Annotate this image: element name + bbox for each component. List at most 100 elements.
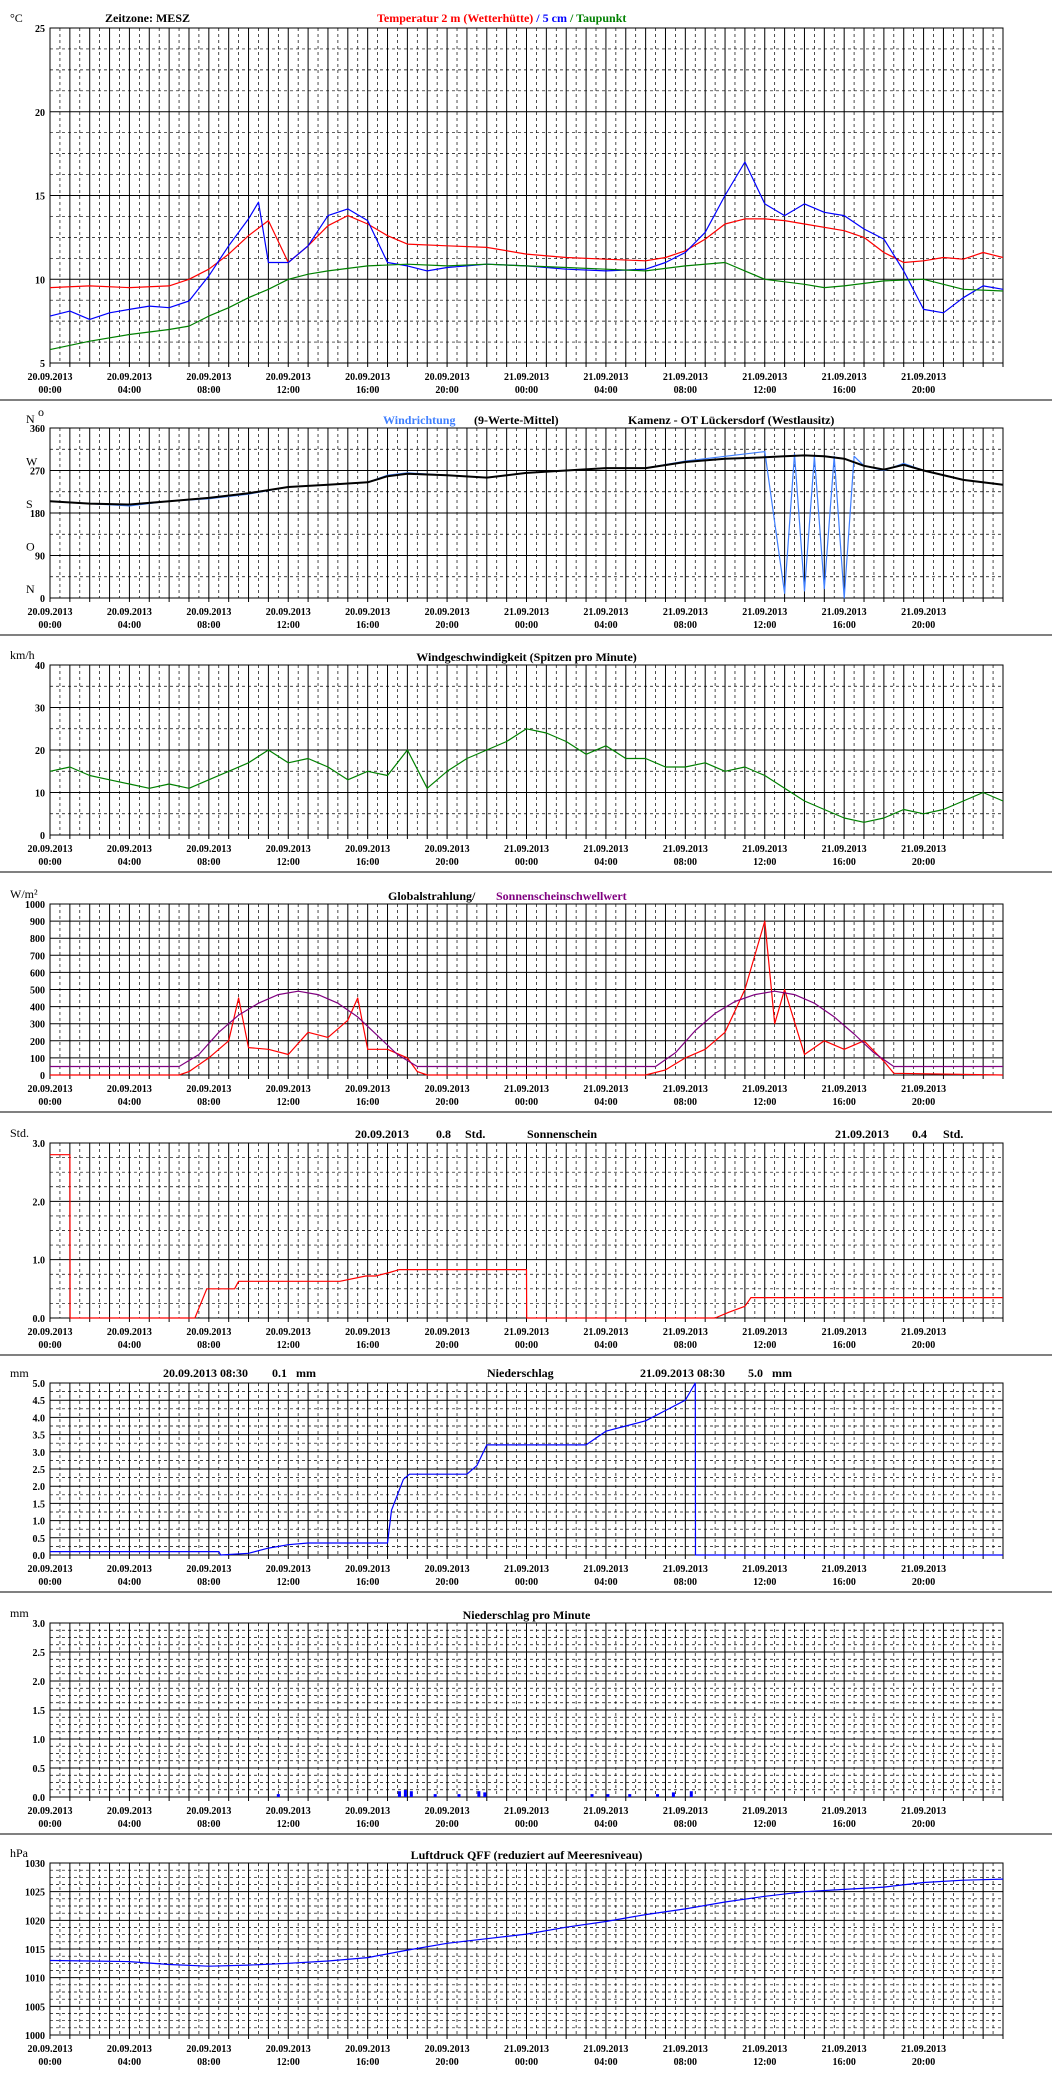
x-tick-date: 21.09.2013	[504, 1806, 549, 1817]
compass-letter: N	[26, 582, 35, 596]
x-tick-time: 12:00	[277, 1577, 300, 1588]
x-tick-time: 12:00	[753, 385, 776, 396]
x-tick-time: 04:00	[594, 2057, 617, 2068]
x-tick-time: 16:00	[832, 857, 855, 868]
x-tick-date: 20.09.2013	[107, 1084, 152, 1095]
precip-bar	[590, 1794, 594, 1797]
x-tick-date: 20.09.2013	[345, 1806, 390, 1817]
x-tick-time: 20:00	[912, 857, 935, 868]
x-tick-time: 20:00	[912, 385, 935, 396]
x-tick-date: 20.09.2013	[266, 1564, 311, 1575]
x-tick-date: 20.09.2013	[345, 372, 390, 383]
x-tick-time: 16:00	[832, 620, 855, 631]
x-tick-time: 00:00	[38, 857, 61, 868]
precip-bar	[433, 1794, 437, 1797]
precip-bar	[483, 1792, 487, 1797]
compass-letter: S	[26, 497, 33, 511]
y-tick-label: 1.0	[33, 1256, 46, 1267]
series-group	[276, 1790, 693, 1797]
x-tick-date: 21.09.2013	[663, 844, 708, 855]
x-tick-time: 16:00	[356, 1340, 379, 1351]
y-tick-label: 0	[40, 1071, 45, 1082]
x-tick-date: 20.09.2013	[266, 2044, 311, 2055]
series-line	[50, 1154, 1003, 1319]
x-tick-time: 04:00	[118, 1819, 141, 1830]
panel-temp: 5 10 15 20 25 20.09.2013 00:00 20.09.2013 04:00 2…	[0, 11, 1052, 401]
x-tick-date: 20.09.2013	[345, 2044, 390, 2055]
x-tick-date: 20.09.2013	[425, 2044, 470, 2055]
panel-radiation: 0 100 200 300 400 500 600 700 800 900 1000 20.09.20…	[0, 887, 1052, 1113]
series-line	[49, 215, 1004, 289]
x-tick-time: 04:00	[118, 1577, 141, 1588]
precip-bar	[403, 1790, 407, 1797]
series-line	[49, 1878, 1004, 1967]
series-line	[49, 454, 1004, 506]
series-group	[49, 451, 1004, 599]
y-tick-label: 4.5	[33, 1396, 46, 1407]
x-tick-date: 20.09.2013	[28, 1564, 73, 1575]
legend-entry: 5 cm	[543, 11, 567, 25]
x-tick-date: 20.09.2013	[266, 607, 311, 618]
legend-entry: /	[533, 11, 542, 25]
y-tick-label: 90	[35, 552, 45, 563]
x-tick-time: 20:00	[912, 1577, 935, 1588]
x-tick-date: 21.09.2013	[822, 1806, 867, 1817]
x-tick-date: 21.09.2013	[663, 2044, 708, 2055]
x-tick-time: 04:00	[118, 620, 141, 631]
precip-header-item: mm	[772, 1366, 792, 1380]
x-tick-date: 21.09.2013	[901, 607, 946, 618]
x-tick-time: 12:00	[277, 620, 300, 631]
y-tick-label: 3.0	[33, 1448, 46, 1459]
precip-bar	[409, 1791, 413, 1797]
sunshine-header-item: Std.	[465, 1127, 485, 1141]
x-tick-date: 20.09.2013	[107, 2044, 152, 2055]
y-tick-label: 10	[35, 789, 45, 800]
series-group	[50, 1382, 1003, 1556]
x-tick-date: 21.09.2013	[583, 607, 628, 618]
x-tick-date: 21.09.2013	[583, 1084, 628, 1095]
y-unit-label: °C	[10, 11, 23, 25]
x-tick-time: 12:00	[753, 1340, 776, 1351]
x-tick-date: 20.09.2013	[28, 2044, 73, 2055]
x-tick-time: 04:00	[118, 2057, 141, 2068]
x-tick-date: 20.09.2013	[345, 844, 390, 855]
x-tick-time: 20:00	[912, 1819, 935, 1830]
precip-header-item: 0.1	[272, 1366, 287, 1380]
x-tick-date: 20.09.2013	[345, 1564, 390, 1575]
x-tick-date: 20.09.2013	[28, 1327, 73, 1338]
x-tick-time: 04:00	[594, 1340, 617, 1351]
y-tick-label: 2.0	[33, 1482, 46, 1493]
precip-bar	[689, 1791, 693, 1797]
x-tick-date: 20.09.2013	[107, 1806, 152, 1817]
x-tick-date: 20.09.2013	[186, 844, 231, 855]
y-tick-label: 1020	[25, 1916, 45, 1927]
y-tick-label: 40	[35, 661, 45, 672]
x-tick-date: 21.09.2013	[504, 1564, 549, 1575]
x-tick-time: 08:00	[197, 385, 220, 396]
x-tick-time: 08:00	[197, 1340, 220, 1351]
y-unit-label: W/m²	[10, 887, 38, 901]
series-line	[49, 728, 1004, 823]
x-tick-time: 20:00	[435, 1819, 458, 1830]
y-tick-label: 400	[30, 1003, 45, 1014]
sunshine-threshold-label: Sonnenscheinschwellwert	[496, 889, 627, 903]
x-tick-time: 08:00	[674, 385, 697, 396]
x-tick-time: 12:00	[277, 857, 300, 868]
x-tick-time: 00:00	[38, 1819, 61, 1830]
y-tick-label: 0.5	[33, 1534, 46, 1545]
x-tick-date: 20.09.2013	[107, 1564, 152, 1575]
x-tick-date: 21.09.2013	[583, 1806, 628, 1817]
x-tick-date: 21.09.2013	[583, 2044, 628, 2055]
x-tick-time: 12:00	[753, 1819, 776, 1830]
x-tick-date: 21.09.2013	[663, 372, 708, 383]
x-tick-date: 20.09.2013	[186, 1564, 231, 1575]
x-tick-time: 08:00	[674, 620, 697, 631]
y-tick-label: 800	[30, 934, 45, 945]
x-tick-time: 16:00	[832, 1340, 855, 1351]
precip-bar	[606, 1794, 610, 1797]
x-tick-time: 12:00	[277, 1097, 300, 1108]
x-tick-time: 20:00	[435, 620, 458, 631]
compass-letter: N	[26, 412, 35, 426]
legend-entry: /	[567, 11, 576, 25]
x-tick-date: 21.09.2013	[504, 1327, 549, 1338]
